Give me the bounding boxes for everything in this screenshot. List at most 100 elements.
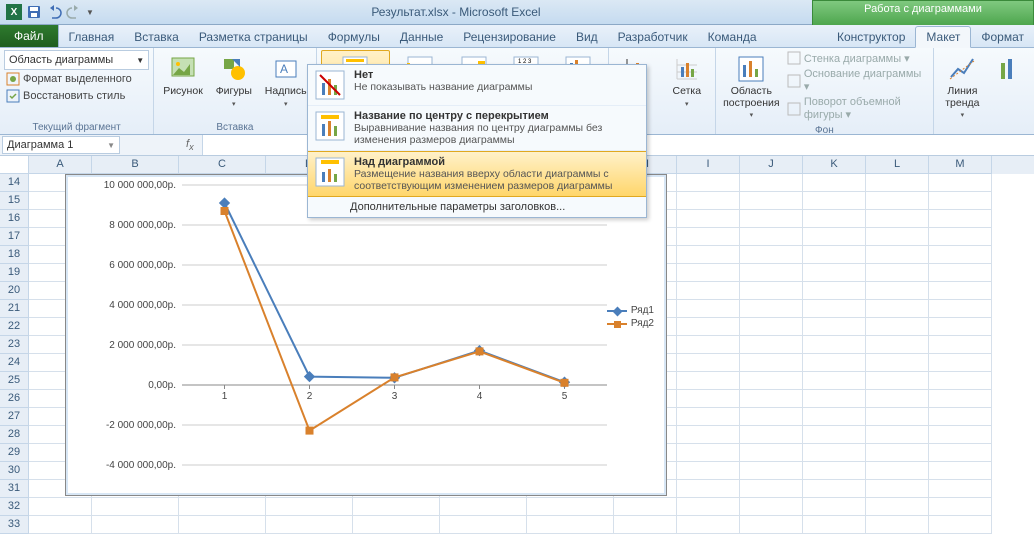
tab-Разметка страницы[interactable]: Разметка страницы xyxy=(189,27,318,47)
cell[interactable] xyxy=(740,408,803,426)
cell[interactable] xyxy=(929,426,992,444)
cell[interactable] xyxy=(677,282,740,300)
row-header-14[interactable]: 14 xyxy=(0,174,29,192)
row-header-28[interactable]: 28 xyxy=(0,426,29,444)
cell[interactable] xyxy=(179,498,266,516)
cell[interactable] xyxy=(92,498,179,516)
row-header-29[interactable]: 29 xyxy=(0,444,29,462)
cell[interactable] xyxy=(677,498,740,516)
row-header-25[interactable]: 25 xyxy=(0,372,29,390)
cell[interactable] xyxy=(929,192,992,210)
menu-item-0[interactable]: НетНе показывать название диаграммы xyxy=(308,65,646,106)
format-selection-button[interactable]: Формат выделенного xyxy=(4,71,149,87)
cell[interactable] xyxy=(677,174,740,192)
col-header-M[interactable]: M xyxy=(929,156,992,174)
cell[interactable] xyxy=(614,498,677,516)
cell[interactable] xyxy=(803,300,866,318)
cell[interactable] xyxy=(677,408,740,426)
cell[interactable] xyxy=(740,444,803,462)
cell[interactable] xyxy=(440,498,527,516)
cell[interactable] xyxy=(803,246,866,264)
row-header-19[interactable]: 19 xyxy=(0,264,29,282)
cell[interactable] xyxy=(866,246,929,264)
chart-object[interactable]: 10 000 000,00р.8 000 000,00р.6 000 000,0… xyxy=(65,174,667,496)
cell[interactable] xyxy=(866,192,929,210)
cell[interactable] xyxy=(929,282,992,300)
cell[interactable] xyxy=(740,174,803,192)
tab-Данные[interactable]: Данные xyxy=(390,27,453,47)
row-header-22[interactable]: 22 xyxy=(0,318,29,336)
cell[interactable] xyxy=(803,462,866,480)
cell[interactable] xyxy=(803,210,866,228)
Фигуры-button[interactable]: Фигуры▾ xyxy=(210,50,258,112)
menu-more-options[interactable]: Дополнительные параметры заголовков... xyxy=(308,197,646,217)
legend-item[interactable]: Ряд2 xyxy=(607,318,654,329)
col-header-L[interactable]: L xyxy=(866,156,929,174)
cell[interactable] xyxy=(803,372,866,390)
cell[interactable] xyxy=(929,408,992,426)
cell[interactable] xyxy=(866,210,929,228)
cell[interactable] xyxy=(29,498,92,516)
tab-Разработчик[interactable]: Разработчик xyxy=(608,27,698,47)
cell[interactable] xyxy=(803,336,866,354)
cell[interactable] xyxy=(740,282,803,300)
row-header-24[interactable]: 24 xyxy=(0,354,29,372)
cell[interactable] xyxy=(929,318,992,336)
cell[interactable] xyxy=(740,210,803,228)
cell[interactable] xyxy=(866,462,929,480)
cell[interactable] xyxy=(803,498,866,516)
cell[interactable] xyxy=(866,480,929,498)
cell[interactable] xyxy=(740,192,803,210)
cell[interactable] xyxy=(929,390,992,408)
cell[interactable] xyxy=(803,390,866,408)
row-header-20[interactable]: 20 xyxy=(0,282,29,300)
cell[interactable] xyxy=(803,192,866,210)
cell[interactable] xyxy=(866,300,929,318)
cell[interactable] xyxy=(740,228,803,246)
cell[interactable] xyxy=(677,246,740,264)
cell[interactable] xyxy=(929,210,992,228)
cell[interactable] xyxy=(677,318,740,336)
row-header-18[interactable]: 18 xyxy=(0,246,29,264)
cell[interactable] xyxy=(866,318,929,336)
cell[interactable] xyxy=(866,228,929,246)
cell[interactable] xyxy=(929,498,992,516)
cell[interactable] xyxy=(866,174,929,192)
cell[interactable] xyxy=(929,354,992,372)
row-header-16[interactable]: 16 xyxy=(0,210,29,228)
col-header-I[interactable]: I xyxy=(677,156,740,174)
cell[interactable] xyxy=(803,426,866,444)
tool-tab-Макет[interactable]: Макет xyxy=(915,26,971,48)
cell[interactable] xyxy=(677,210,740,228)
qat-dropdown-icon[interactable]: ▼ xyxy=(86,8,94,17)
cell[interactable] xyxy=(929,480,992,498)
menu-item-1[interactable]: Название по центру с перекрытиемВыравнив… xyxy=(308,106,646,151)
cell[interactable] xyxy=(740,354,803,372)
cell[interactable] xyxy=(866,408,929,426)
row-header-32[interactable]: 32 xyxy=(0,498,29,516)
cell[interactable] xyxy=(740,246,803,264)
tab-Рецензирование[interactable]: Рецензирование xyxy=(453,27,566,47)
cell[interactable] xyxy=(677,444,740,462)
cell[interactable] xyxy=(740,300,803,318)
cell[interactable] xyxy=(929,174,992,192)
chart-legend[interactable]: Ряд1 Ряд2 xyxy=(607,303,654,331)
cell[interactable] xyxy=(677,372,740,390)
undo-icon[interactable] xyxy=(46,4,62,20)
cell[interactable] xyxy=(803,228,866,246)
cell[interactable] xyxy=(527,498,614,516)
row-header-30[interactable]: 30 xyxy=(0,462,29,480)
fx-icon[interactable]: fx xyxy=(178,138,202,152)
Надпись-button[interactable]: AНадпись▾ xyxy=(260,50,312,112)
cell[interactable] xyxy=(677,264,740,282)
row-header-21[interactable]: 21 xyxy=(0,300,29,318)
cell[interactable] xyxy=(803,282,866,300)
cell[interactable] xyxy=(866,354,929,372)
legend-item[interactable]: Ряд1 xyxy=(607,305,654,316)
cell[interactable] xyxy=(929,336,992,354)
cell[interactable] xyxy=(677,390,740,408)
cell[interactable] xyxy=(740,318,803,336)
cell[interactable] xyxy=(929,264,992,282)
cell[interactable] xyxy=(803,408,866,426)
cell[interactable] xyxy=(353,498,440,516)
